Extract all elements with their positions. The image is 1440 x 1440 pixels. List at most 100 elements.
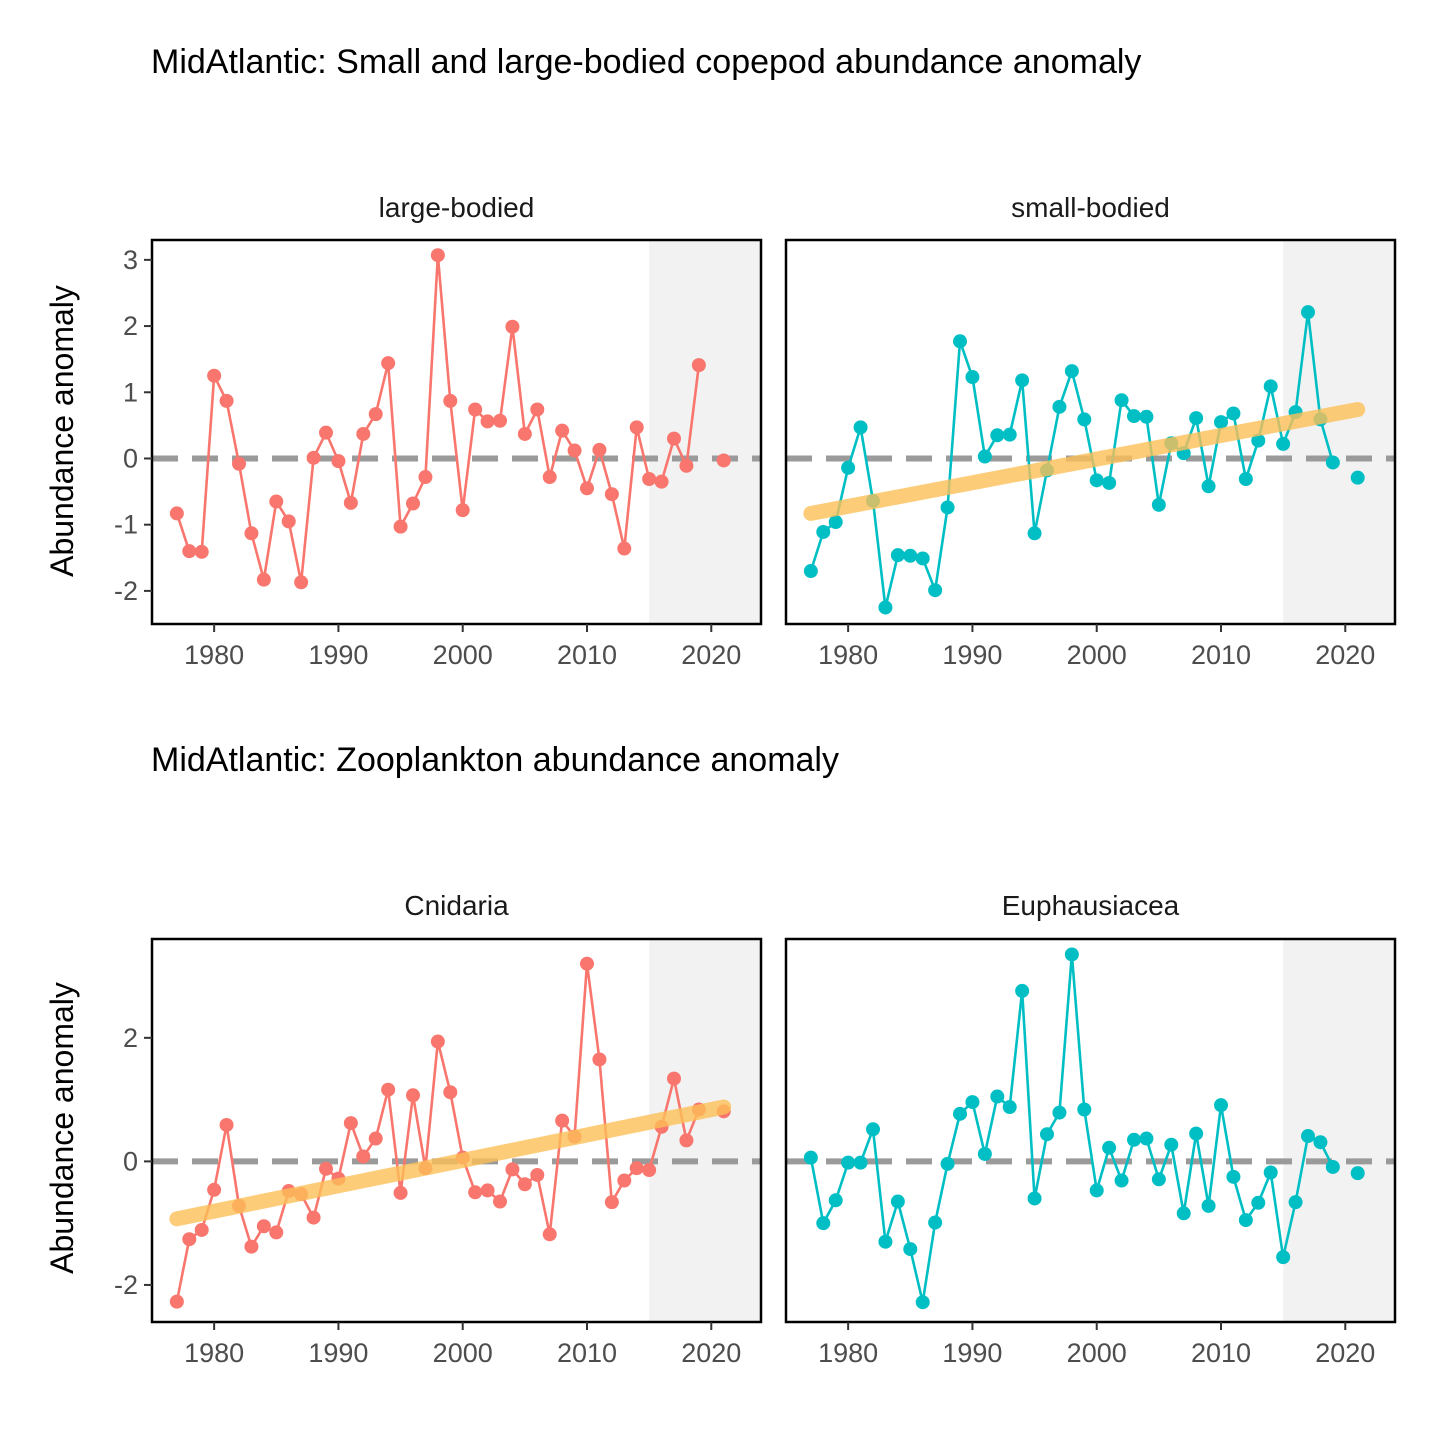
data-point-1992 [356,426,371,441]
y-tick-label: 2 [123,1023,138,1053]
data-point-1984 [890,548,905,563]
data-point-2001 [468,1185,483,1200]
shaded-period [649,939,761,1322]
data-point-1979 [194,1222,209,1237]
data-point-1995 [1027,526,1042,541]
data-point-2014 [1263,379,1278,394]
data-point-1990 [965,370,980,385]
shaded-period [1283,240,1395,624]
data-point-2008 [1189,1126,1204,1141]
data-point-1984 [256,572,271,587]
data-point-1977 [803,1150,818,1165]
panel-euphausiacea: Euphausiacea 1980 1990 2000 2010 2020 [784,890,1397,1368]
data-point-2015 [1276,436,1291,451]
x-tick-label: 2010 [1191,1338,1251,1368]
strip-label: large-bodied [379,192,535,223]
strip-label: Cnidaria [404,890,509,921]
data-point-1978 [182,1232,197,1247]
data-point-2000 [1089,473,1104,488]
data-point-1994 [1015,373,1030,388]
data-point-1994 [1015,983,1030,998]
panel-border [150,238,763,626]
section-title-copepods: MidAtlantic: Small and large-bodied cope… [151,43,1141,81]
x-tick-label: 2020 [1315,640,1375,670]
strip-label: small-bodied [1011,192,1170,223]
data-point-2001 [1102,1140,1117,1155]
data-point-2004 [1139,1131,1154,1146]
panel-cnidaria: Cnidaria 1980 1990 2000 2010 2020 -2 0 2 [114,890,763,1368]
data-point-1979 [194,544,209,559]
data-point-1977 [169,506,184,521]
data-point-2009 [567,443,582,458]
data-point-1988 [306,1210,321,1225]
y-axis-label-bottom: Abundance anomaly [44,982,80,1274]
data-point-2014 [629,1161,644,1176]
data-point-2014 [629,420,644,435]
data-point-1977 [169,1294,184,1309]
data-point-1988 [940,500,955,515]
data-point-1988 [940,1156,955,1171]
data-point-2007 [542,1227,557,1242]
data-point-1996 [1040,1127,1054,1142]
y-tick-label: -2 [114,1270,138,1300]
data-point-2005 [517,426,532,441]
data-point-1999 [1077,1102,1092,1117]
strip-label: Euphausiacea [1002,890,1180,921]
data-point-2015 [642,1163,657,1178]
x-tick-label: 2000 [1067,640,1127,670]
shaded-period [1283,939,1395,1322]
data-point-2003 [1127,1132,1141,1147]
data-point-2004 [505,319,520,334]
data-point-1982 [232,456,246,471]
data-point-2002 [480,414,495,429]
x-tick-label: 2000 [1067,1338,1127,1368]
data-point-1995 [393,519,408,534]
data-point-1993 [368,1131,383,1146]
data-point-1979 [828,1193,843,1208]
data-point-1980 [207,1182,222,1197]
data-point-1981 [219,1117,234,1132]
series-line [809,954,1335,1303]
data-point-1994 [381,1082,396,1097]
data-point-2018 [679,1133,694,1148]
data-point-1983 [878,600,893,615]
data-point-1989 [319,1161,333,1176]
data-point-2005 [517,1177,532,1192]
data-point-1980 [207,368,222,383]
data-point-1993 [368,407,383,422]
data-point-1988 [306,450,321,465]
y-tick-label: 0 [123,1146,138,1176]
data-point-2007 [1176,1206,1191,1221]
data-point-2021 [716,453,731,468]
data-point-1991 [343,495,358,510]
data-point-1996 [406,496,420,511]
data-point-2013 [617,1173,632,1188]
data-point-1995 [393,1185,408,1200]
y-tick-label: 0 [123,443,138,473]
data-point-1989 [319,425,333,440]
data-point-2019 [1325,1159,1340,1174]
data-point-1980 [841,1155,856,1170]
data-point-2006 [1164,1137,1179,1152]
data-point-2016 [654,474,669,489]
data-point-1983 [878,1234,893,1249]
data-point-2014 [1263,1165,1278,1180]
data-point-2006 [530,402,545,417]
panel-border [784,238,1397,626]
x-tick-label: 2010 [557,1338,617,1368]
data-point-2008 [555,423,570,438]
data-point-2002 [1114,393,1129,408]
data-point-1986 [915,1295,930,1310]
data-point-1978 [816,1216,831,1231]
data-point-2002 [1114,1173,1129,1188]
data-point-1998 [1064,364,1079,379]
data-point-1989 [953,334,967,349]
y-tick-label: 3 [123,245,138,275]
data-point-2015 [1276,1250,1291,1265]
y-axis-label-top: Abundance anomaly [44,285,80,577]
data-point-2001 [468,402,483,417]
data-point-2003 [1127,409,1141,424]
data-point-1992 [990,1089,1005,1104]
data-point-2011 [1226,1169,1241,1184]
data-point-1979 [828,515,843,530]
